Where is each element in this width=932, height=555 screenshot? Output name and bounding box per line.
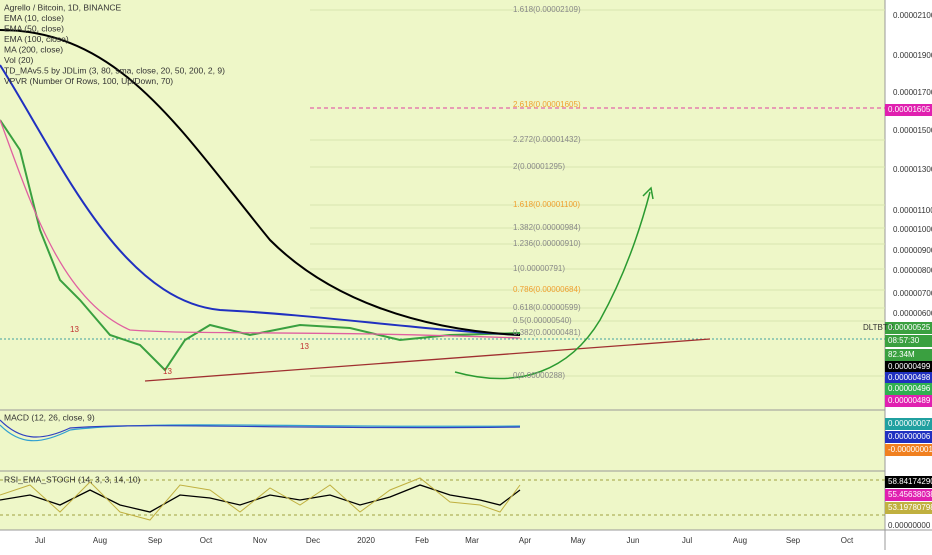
fib-label: 1.618(0.00001100): [513, 200, 580, 209]
badge-bg: [885, 104, 932, 116]
price-badge: 08:57:30: [888, 336, 920, 345]
badge-bg: [885, 489, 932, 501]
time-label: Jul: [35, 536, 45, 545]
fib-label: 0.786(0.00000684): [513, 285, 581, 294]
projection-arrow: [454, 191, 651, 380]
legend-text: TD_MAv5.5 by JDLim (3, 80, sma, close, 2…: [4, 65, 225, 75]
pane-title: MACD (12, 26, close, 9): [4, 412, 95, 422]
macd-badge: -0.00000001: [888, 445, 932, 454]
legend-text: Agrello / Bitcoin, 1D, BINANCE: [4, 2, 121, 12]
badge-bg: [885, 444, 932, 456]
price-axis-bg: [885, 0, 932, 550]
fib-label: 2(0.00001295): [513, 162, 565, 171]
time-label: Oct: [200, 536, 213, 545]
time-label: Nov: [253, 536, 267, 545]
price-badge: 82.34M: [888, 350, 915, 359]
price-badge: 0.00000489: [888, 396, 931, 405]
badge-bg: [885, 335, 932, 347]
signal-line: [0, 419, 521, 438]
price-label: 0.00002100: [893, 11, 932, 20]
time-label: Sep: [148, 536, 163, 545]
badge-bg: [885, 431, 932, 443]
time-label: Sep: [786, 536, 801, 545]
rsi-badge: 53.19780798: [888, 503, 932, 512]
price-label: 0.00001700: [893, 88, 932, 97]
time-label: Apr: [519, 536, 532, 545]
time-label: Mar: [465, 536, 479, 545]
badge-bg: [885, 322, 932, 334]
macd-badge: 0.00000006: [888, 432, 931, 441]
badge-bg: [885, 361, 932, 373]
pane-title: RSI_EMA_STOCH (14, 3, 3, 14, 10): [4, 474, 141, 484]
trendline: [144, 338, 711, 382]
fib-label: 1(0.00000791): [513, 264, 565, 273]
price-label: 0.00001000: [893, 225, 932, 234]
rsi-badge: 0.00000000: [888, 521, 931, 530]
price-label: 0.00001100: [893, 206, 932, 215]
legend-text: Vol (20): [4, 55, 33, 65]
marker: 13: [300, 342, 309, 351]
time-label: Oct: [841, 536, 854, 545]
fib-label: 2.618(0.00001605): [513, 100, 581, 109]
rsi-badge: 58.84174290: [888, 477, 932, 486]
legend-text: EMA (50, close): [4, 23, 64, 33]
ema-line: [0, 119, 521, 339]
marker: 13: [163, 367, 172, 376]
fib-label: 1.618(0.00002109): [513, 5, 581, 14]
badge-bg: [885, 372, 932, 384]
time-label: May: [570, 536, 585, 545]
legend-text: MA (200, close): [4, 44, 63, 54]
time-label: Jul: [682, 536, 692, 545]
price-label: 0.00000900: [893, 246, 932, 255]
time-label: 2020: [357, 536, 375, 545]
price-badge: 0.00000498: [888, 373, 931, 382]
time-label: Aug: [93, 536, 107, 545]
fib-label: 0.5(0.00000540): [513, 316, 572, 325]
price-badge: 0.00001605: [888, 105, 931, 114]
price-label: 0.00001300: [893, 165, 932, 174]
time-label: Jun: [627, 536, 640, 545]
time-label: Feb: [415, 536, 429, 545]
price-label: 0.00000800: [893, 266, 932, 275]
price-badge: DLTBTC: [863, 323, 894, 332]
fib-label: 2.272(0.00001432): [513, 135, 581, 144]
badge-bg: [885, 383, 932, 395]
rsi-line: [0, 484, 521, 513]
fib-label: 1.382(0.00000984): [513, 223, 581, 232]
macd-badge: 0.00000007: [888, 419, 931, 428]
rsi-badge: 55.45638038: [888, 490, 932, 499]
legend-text: VPVR (Number Of Rows, 100, Up/Down, 70): [4, 76, 173, 86]
arrow-head: [642, 186, 654, 200]
badge-bg: [885, 418, 932, 430]
fib-lines: [310, 9, 885, 377]
price-label: 0.00001900: [893, 51, 932, 60]
time-label: Aug: [733, 536, 747, 545]
price-label: 0.00001500: [893, 126, 932, 135]
time-label: Dec: [306, 536, 320, 545]
price-badge: 0.00000525: [888, 323, 931, 332]
fib-label: 0(0.00000288): [513, 371, 565, 380]
price-badge: 0.00000496: [888, 384, 931, 393]
marker: 13: [70, 325, 79, 334]
price-label: 0.00000600: [893, 309, 932, 318]
stoch-line: [0, 477, 521, 521]
price-label: 0.00000700: [893, 289, 932, 298]
fib-label: 0.618(0.00000599): [513, 303, 581, 312]
legend-text: EMA (10, close): [4, 13, 64, 23]
badge-bg: [885, 349, 932, 361]
legend-text: EMA (100, close): [4, 34, 69, 44]
ema-line: [0, 64, 521, 336]
ma-line: [0, 29, 521, 336]
badge-bg: [885, 502, 932, 514]
plot-bg: [0, 0, 885, 530]
fib-label: 1.236(0.00000910): [513, 239, 581, 248]
badge-bg: [885, 395, 932, 407]
badge-bg: [885, 476, 932, 488]
fib-label: 0.382(0.00000481): [513, 328, 581, 337]
price-badge: 0.00000499: [888, 362, 931, 371]
